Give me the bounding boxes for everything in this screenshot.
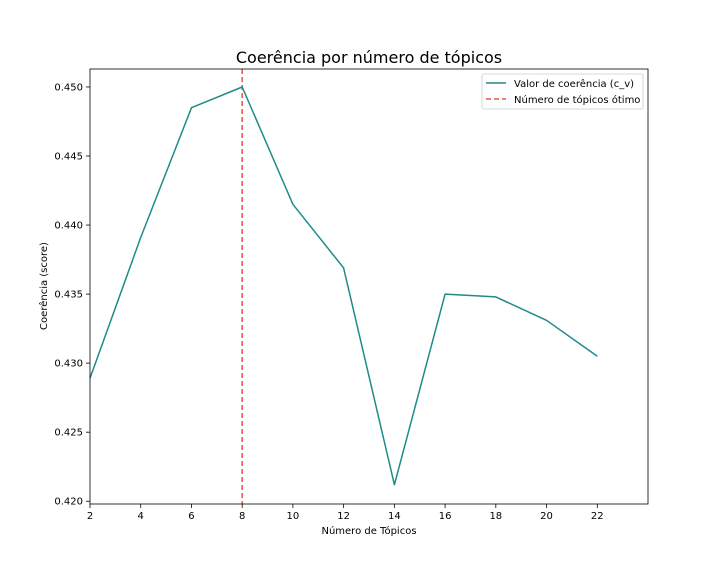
- x-tick-label: 20: [540, 511, 553, 522]
- x-tick-label: 2: [87, 511, 93, 522]
- legend: Valor de coerência (c_v) Número de tópic…: [481, 73, 644, 110]
- legend-box: [481, 73, 644, 110]
- x-tick-label: 4: [138, 511, 144, 522]
- y-tick-label: 0.450: [54, 82, 83, 93]
- x-tick-label: 10: [287, 511, 300, 522]
- x-tick-label: 16: [439, 511, 452, 522]
- legend-reference-label: Número de tópicos ótimo: [514, 94, 640, 106]
- y-ticks: 0.420 0.425 0.430 0.435 0.440 0.445 0.450: [54, 82, 90, 508]
- legend-series-label: Valor de coerência (c_v): [514, 78, 634, 90]
- y-tick-label: 0.425: [54, 428, 83, 439]
- chart-title: Coerência por número de tópicos: [236, 48, 502, 67]
- x-tick-label: 14: [388, 511, 401, 522]
- x-tick-label: 22: [591, 511, 604, 522]
- y-tick-label: 0.440: [54, 221, 83, 232]
- x-tick-label: 8: [239, 511, 245, 522]
- y-tick-label: 0.430: [54, 359, 83, 370]
- y-tick-label: 0.445: [54, 152, 83, 163]
- x-axis-label: Número de Tópicos: [321, 525, 416, 537]
- series-layer: [89, 86, 598, 486]
- y-tick-label: 0.420: [54, 497, 83, 508]
- x-ticks: 2 4 6 8 10 12 14 16 18 20 22: [87, 504, 604, 522]
- x-tick-label: 12: [337, 511, 350, 522]
- y-axis-label: Coerência (score): [38, 242, 50, 330]
- y-tick-label: 0.435: [54, 290, 83, 301]
- x-tick-label: 6: [188, 511, 194, 522]
- plot-frame: [89, 68, 649, 505]
- series-line: [89, 86, 598, 486]
- x-tick-label: 18: [489, 511, 502, 522]
